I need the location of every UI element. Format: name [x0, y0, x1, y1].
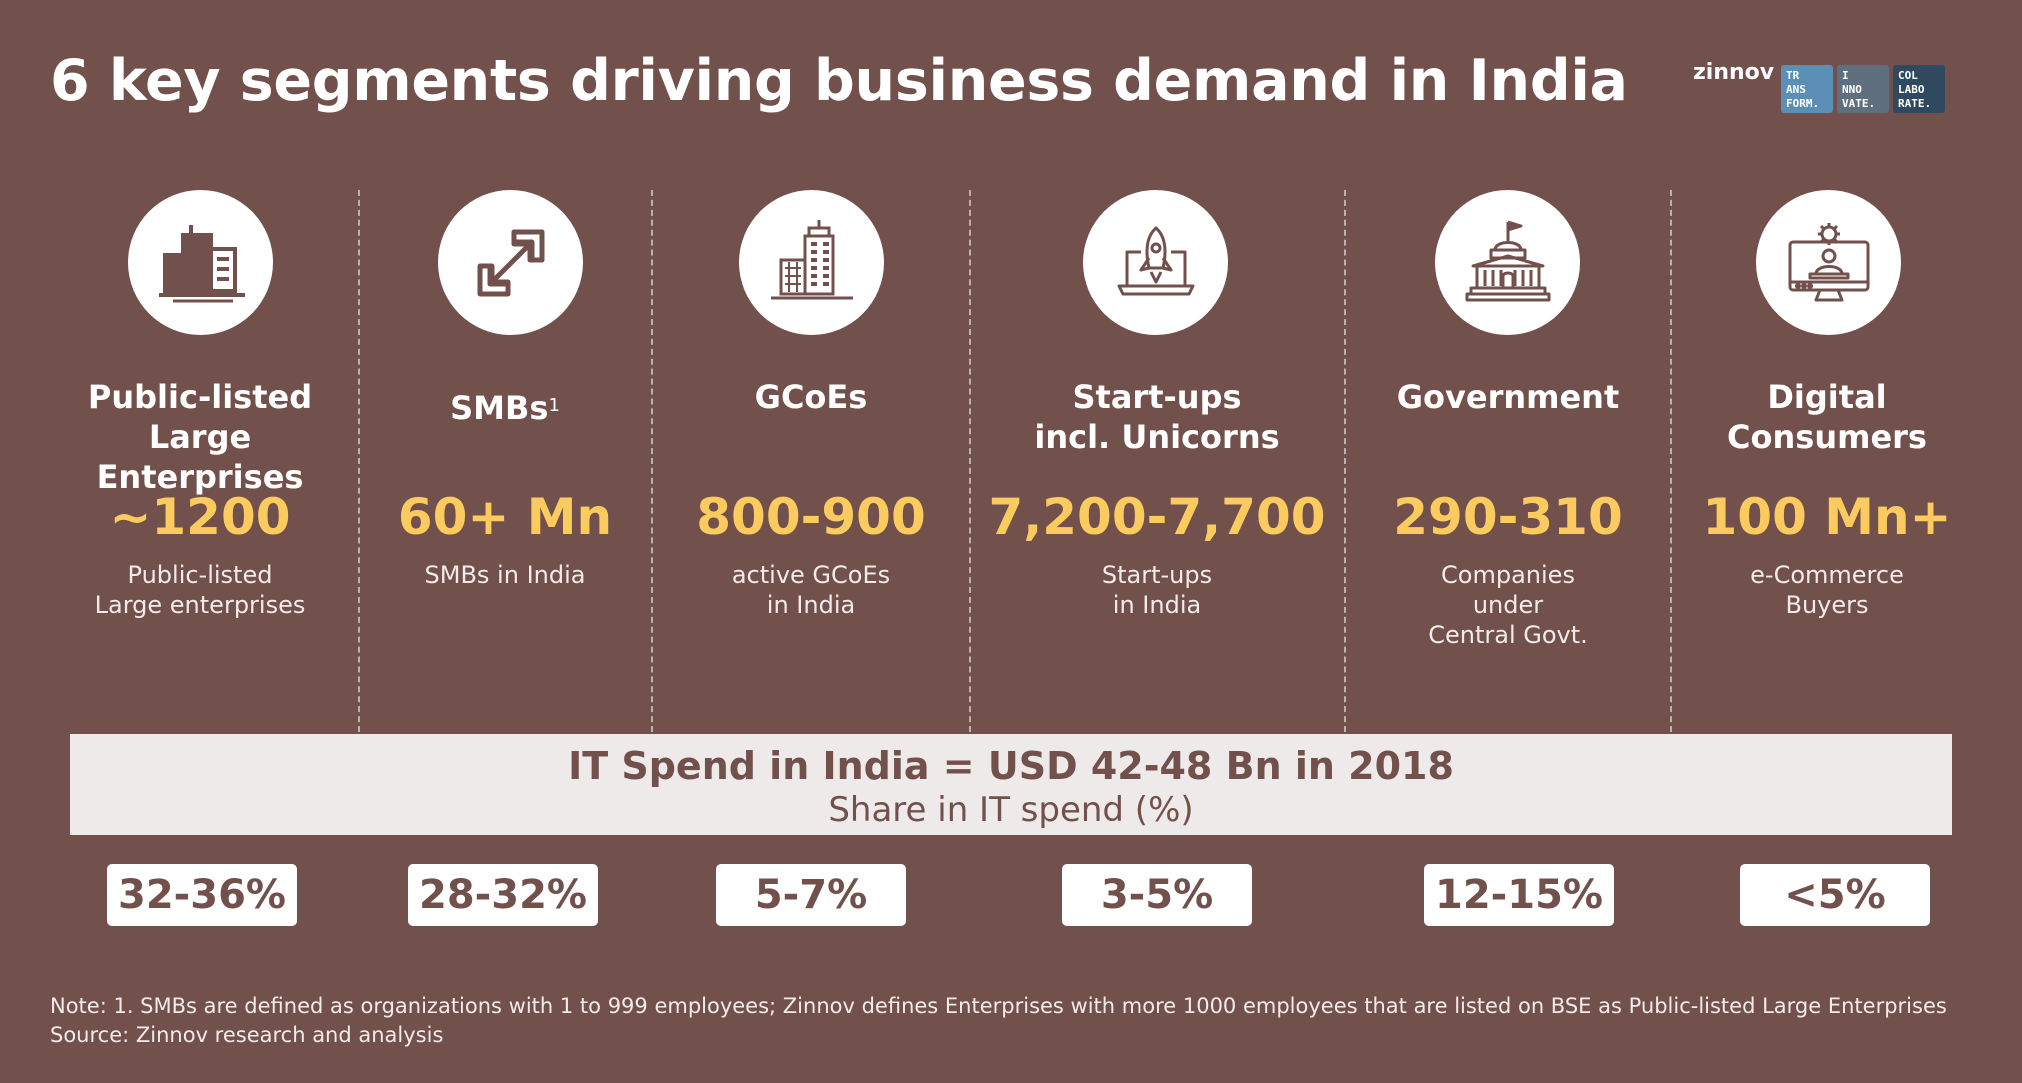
segment-value: ~1200 — [109, 488, 291, 546]
segment-public-listed: Public-listed Large Enterprises ~1200 Pu… — [40, 0, 360, 680]
government-building-icon — [1435, 190, 1580, 335]
segment-title: Public-listed Large Enterprises — [87, 378, 313, 496]
segment-digital-consumers: Digital Consumers 100 Mn+ e-Commerce Buy… — [1672, 0, 1982, 680]
footnote-note: Note: 1. SMBs are defined as organizatio… — [50, 994, 1947, 1018]
segment-smbs: SMBs1 60+ Mn SMBs in India — [360, 0, 650, 680]
footnote: Note: 1. SMBs are defined as organizatio… — [50, 992, 1947, 1050]
segment-description: Companies under Central Govt. — [1428, 561, 1588, 649]
footnote-source: Source: Zinnov research and analysis — [50, 1023, 444, 1047]
segment-description: active GCoEs in India — [731, 561, 891, 619]
segment-value: 100 Mn+ — [1702, 488, 1952, 546]
column-divider — [651, 190, 653, 732]
share-badge: 5-7% — [716, 864, 906, 926]
segment-title: SMBs1 — [360, 388, 650, 428]
digital-consumer-icon — [1756, 190, 1901, 335]
segment-title: GCoEs — [754, 378, 868, 416]
scale-arrows-icon — [438, 190, 583, 335]
it-spend-banner: IT Spend in India = USD 42-48 Bn in 2018… — [70, 734, 1952, 835]
segment-description: Public-listed Large enterprises — [94, 561, 306, 619]
segment-title: Government — [1396, 378, 1620, 416]
brand-box-collaborate: COL LABO RATE. — [1893, 65, 1945, 113]
skyscraper-icon — [739, 190, 884, 335]
segment-startups: Start-ups incl. Unicorns 7,200-7,700 Sta… — [970, 0, 1344, 680]
rocket-laptop-icon — [1083, 190, 1228, 335]
segment-title-text: SMBs — [450, 389, 549, 427]
segment-value: 800-900 — [696, 488, 926, 546]
segment-description: e-Commerce Buyers — [1750, 561, 1904, 619]
segment-value: 7,200-7,700 — [988, 488, 1326, 546]
segment-gcoes: GCoEs 800-900 active GCoEs in India — [652, 0, 970, 680]
it-spend-title: IT Spend in India = USD 42-48 Bn in 2018 — [568, 744, 1454, 788]
share-badge: 32-36% — [107, 864, 297, 926]
segment-value: 290-310 — [1393, 488, 1623, 546]
segment-title: Start-ups incl. Unicorns — [1034, 378, 1280, 456]
segment-value: 60+ Mn — [397, 488, 613, 546]
column-divider — [969, 190, 971, 732]
brand-box-innovate: I NNO VATE. — [1837, 65, 1889, 113]
brand-box-transform: TR ANS FORM. — [1781, 65, 1833, 113]
share-badge: <5% — [1740, 864, 1930, 926]
column-divider — [1670, 190, 1672, 732]
page-title: 6 key segments driving business demand i… — [50, 48, 1628, 114]
segment-title: Digital Consumers — [1727, 378, 1927, 456]
segment-government: Government 290-310 Companies under Centr… — [1345, 0, 1671, 680]
share-badge: 3-5% — [1062, 864, 1252, 926]
segment-description: Start-ups in India — [1101, 561, 1213, 619]
column-divider — [358, 190, 360, 732]
brand-logo: zinnov TR ANS FORM. I NNO VATE. COL LABO… — [1693, 60, 1953, 115]
brand-name: zinnov — [1693, 60, 1775, 85]
it-spend-subtitle: Share in IT spend (%) — [828, 790, 1194, 830]
share-badge: 28-32% — [408, 864, 598, 926]
share-badge: 12-15% — [1424, 864, 1614, 926]
segment-description: SMBs in India — [424, 561, 586, 589]
office-building-icon — [128, 190, 273, 335]
column-divider — [1344, 190, 1346, 732]
footnote-marker: 1 — [548, 395, 560, 416]
